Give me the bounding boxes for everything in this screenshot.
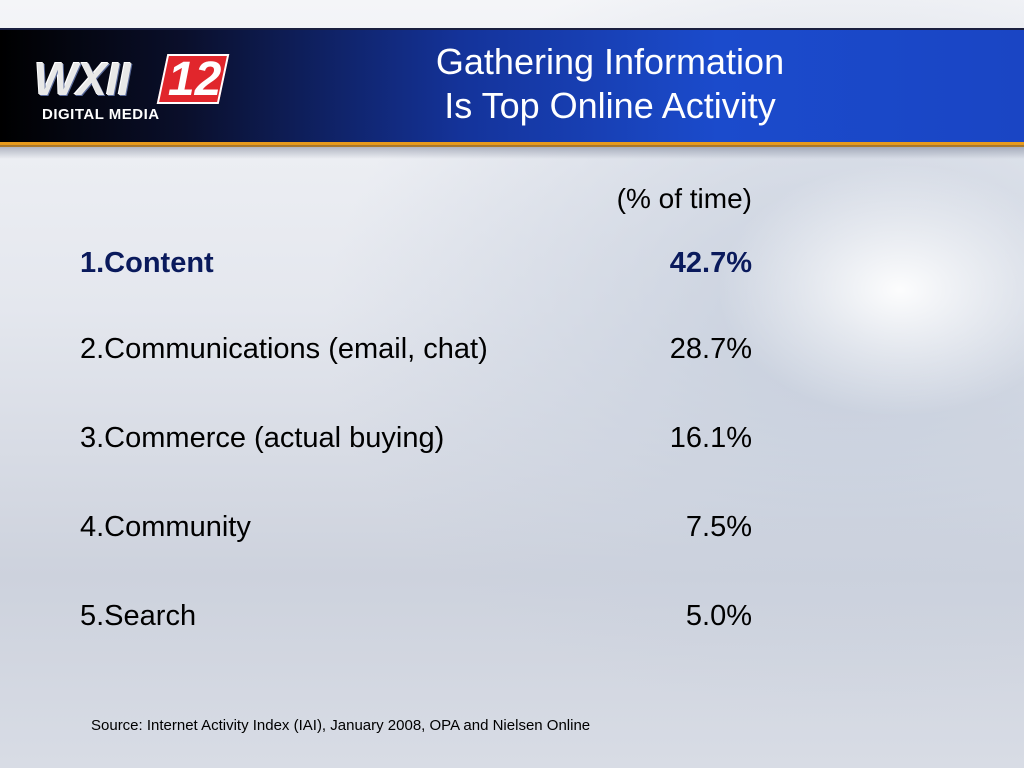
activity-label: 3.Commerce (actual buying) xyxy=(80,422,445,454)
logo-number-badge: 12 xyxy=(156,53,230,106)
activity-label: 4.Community xyxy=(80,511,251,543)
percent-column-header: (% of time) xyxy=(616,183,752,214)
activity-row: 5.Search 5.0% xyxy=(80,600,752,640)
logo-number: 12 xyxy=(167,53,222,106)
activity-row: 1.Content 42.7% xyxy=(80,247,752,287)
activity-percent: 7.5% xyxy=(685,511,752,543)
activity-percent: 28.7% xyxy=(669,333,752,365)
activity-label: 2.Communications (email, chat) xyxy=(80,333,488,365)
title-line-2: Is Top Online Activity xyxy=(444,85,776,126)
title-line-1: Gathering Information xyxy=(435,41,785,82)
slide-title: Gathering Information Is Top Online Acti… xyxy=(380,40,840,128)
activity-percent: 16.1% xyxy=(669,422,752,454)
activity-percent: 42.7% xyxy=(669,247,752,279)
source-note: Source: Internet Activity Index (IAI), J… xyxy=(91,717,591,734)
activity-row: 2.Communications (email, chat) 28.7% xyxy=(80,333,752,373)
logo-subtitle: DIGITAL MEDIA xyxy=(42,106,160,123)
activity-row: 3.Commerce (actual buying) 16.1% xyxy=(80,422,752,462)
activity-percent: 5.0% xyxy=(685,600,752,632)
activity-label: 5.Search xyxy=(80,600,197,632)
activity-row: 4.Community 7.5% xyxy=(80,511,752,551)
wxii-12-logo: WXII 12 DIGITAL MEDIA xyxy=(34,48,234,128)
header-shadow xyxy=(0,145,1024,159)
activity-label: 1.Content xyxy=(80,247,214,279)
logo-main-text: WXII xyxy=(34,53,131,105)
